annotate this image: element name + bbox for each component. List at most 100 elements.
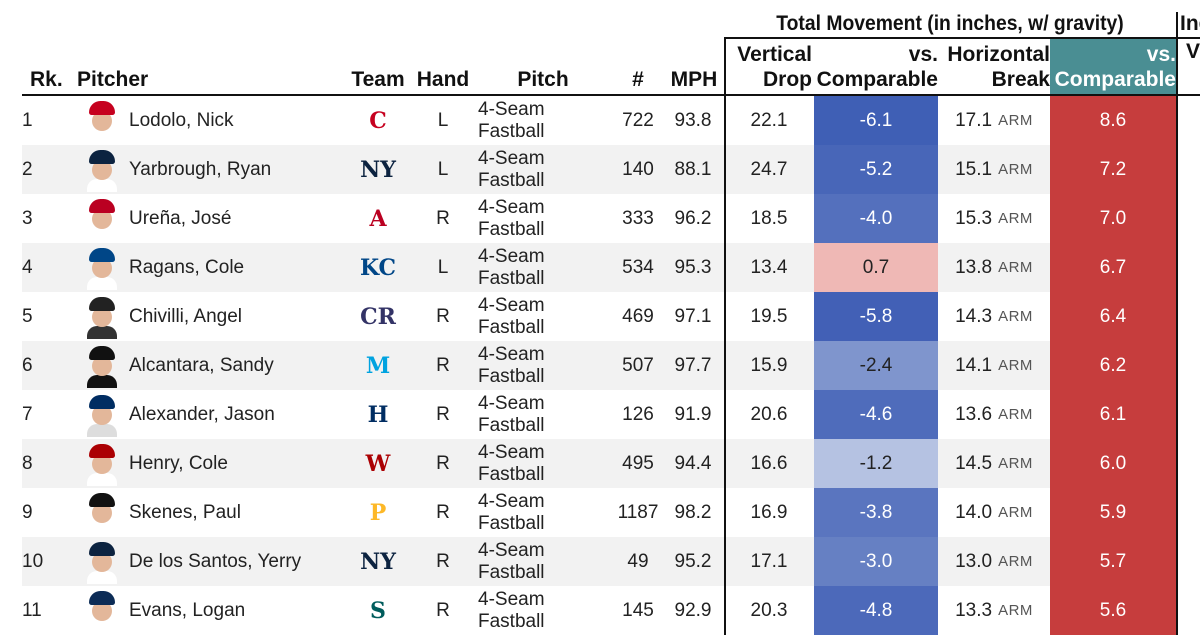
table-row[interactable]: 5 Chivilli, Angel CR R 4-Seam Fastball 4… (0, 292, 1200, 341)
team-logo-cell[interactable]: NY (356, 145, 400, 194)
player-headshot-icon (85, 491, 119, 535)
pitcher-name[interactable]: Ragans, Cole (129, 256, 245, 278)
team-logo-cell[interactable]: C (356, 96, 400, 145)
player-photo[interactable] (82, 488, 122, 537)
team-logo-icon: C (369, 107, 387, 134)
col-header-pitch[interactable]: Pitch (517, 68, 569, 91)
pitcher-name[interactable]: Henry, Cole (129, 452, 228, 474)
row-background-hb (938, 243, 1050, 292)
group-underline (724, 37, 1200, 39)
mph-cell: 97.7 (674, 354, 712, 376)
rank-cell: 2 (22, 158, 33, 180)
col-header-horizontal-break-line1: Horizontal (947, 43, 1050, 66)
team-logo-cell[interactable]: A (356, 194, 400, 243)
player-headshot-icon (85, 393, 119, 437)
arm-side-label: ARM (998, 308, 1033, 325)
horizontal-break-value: 14.5 (955, 452, 993, 474)
team-logo-cell[interactable]: KC (356, 243, 400, 292)
headshot-cap (89, 345, 115, 360)
team-logo-cell[interactable]: NY (356, 537, 400, 586)
vd-vs-comparable-cell: -5.8 (814, 292, 938, 341)
pitcher-name[interactable]: Alexander, Jason (129, 403, 275, 425)
col-header-hb-vs-comparable[interactable]: vs. Comparable (1050, 39, 1176, 95)
col-header-rank[interactable]: Rk. (30, 68, 63, 91)
rank-cell: 3 (22, 207, 33, 229)
count-cell: 49 (627, 550, 649, 572)
pitcher-name[interactable]: Ureña, José (129, 207, 232, 229)
table-row[interactable]: 3 Ureña, José A R 4-Seam Fastball 333 96… (0, 194, 1200, 243)
col-header-vd-vs-line2: Comparable (816, 68, 938, 91)
team-logo-cell[interactable]: CR (356, 292, 400, 341)
team-logo-cell[interactable]: P (356, 488, 400, 537)
hand-cell: R (436, 452, 450, 474)
horizontal-break-cell: 14.1 ARM (938, 341, 1050, 390)
col-header-next[interactable]: V (1178, 39, 1200, 95)
headshot-shirt (87, 276, 117, 290)
player-photo[interactable] (82, 537, 122, 586)
col-header-pitcher[interactable]: Pitcher (77, 68, 149, 91)
headshot-cap (89, 541, 115, 556)
col-header-vd-vs-comparable[interactable]: vs. Comparable (814, 39, 938, 95)
vd-vs-comparable-cell: -5.2 (814, 145, 938, 194)
mph-cell: 95.3 (674, 256, 712, 278)
col-header-hb-vs-line2: Comparable (1054, 68, 1176, 91)
col-header-hand[interactable]: Hand (416, 68, 470, 91)
rank-cell: 10 (22, 550, 44, 572)
pitcher-name[interactable]: Skenes, Paul (129, 501, 241, 523)
headshot-cap (89, 296, 115, 311)
pitcher-name[interactable]: Chivilli, Angel (129, 305, 242, 327)
player-photo[interactable] (82, 439, 122, 488)
table-row[interactable]: 1 Lodolo, Nick C L 4-Seam Fastball 722 9… (0, 96, 1200, 145)
player-photo[interactable] (82, 194, 122, 243)
arm-side-label: ARM (998, 112, 1033, 129)
player-headshot-icon (85, 197, 119, 241)
count-cell: 722 (622, 109, 654, 131)
table-row[interactable]: 7 Alexander, Jason H R 4-Seam Fastball 1… (0, 390, 1200, 439)
headshot-shirt (87, 423, 117, 437)
pitch-cell: 4-Seam Fastball (478, 490, 545, 534)
pitcher-name[interactable]: De los Santos, Yerry (129, 550, 302, 572)
col-header-hb-vs-line1: vs. (1146, 43, 1176, 66)
col-header-mph[interactable]: MPH (670, 68, 718, 91)
table-row[interactable]: 2 Yarbrough, Ryan NY L 4-Seam Fastball 1… (0, 145, 1200, 194)
table-row[interactable]: 8 Henry, Cole W R 4-Seam Fastball 495 94… (0, 439, 1200, 488)
table-row[interactable]: 10 De los Santos, Yerry NY R 4-Seam Fast… (0, 537, 1200, 586)
col-header-team[interactable]: Team (351, 68, 405, 91)
row-background (22, 439, 724, 488)
horizontal-break-value: 15.1 (955, 158, 993, 180)
player-photo[interactable] (82, 96, 122, 145)
player-photo[interactable] (82, 341, 122, 390)
headshot-cap (89, 394, 115, 409)
team-logo-cell[interactable]: M (356, 341, 400, 390)
mph-cell: 97.1 (674, 305, 712, 327)
mph-cell: 93.8 (674, 109, 712, 131)
headshot-cap (89, 198, 115, 213)
pitcher-name[interactable]: Lodolo, Nick (129, 109, 234, 131)
col-header-horizontal-break[interactable]: Horizontal Break (938, 39, 1050, 95)
rank-cell: 8 (22, 452, 33, 474)
player-photo[interactable] (82, 145, 122, 194)
team-logo-cell[interactable]: H (356, 390, 400, 439)
count-cell: 145 (622, 599, 654, 621)
table-row[interactable]: 4 Ragans, Cole KC L 4-Seam Fastball 534 … (0, 243, 1200, 292)
pitcher-name[interactable]: Alcantara, Sandy (129, 354, 274, 376)
player-photo[interactable] (82, 390, 122, 439)
vd-vs-comparable-cell: -4.0 (814, 194, 938, 243)
col-header-count[interactable]: # (632, 68, 644, 91)
table-row[interactable]: 11 Evans, Logan S R 4-Seam Fastball 145 … (0, 586, 1200, 635)
pitcher-name[interactable]: Yarbrough, Ryan (129, 158, 272, 180)
player-photo[interactable] (82, 243, 122, 292)
pitcher-name[interactable]: Evans, Logan (129, 599, 246, 621)
col-header-vertical-drop[interactable]: Vertical Drop (726, 39, 812, 95)
player-photo[interactable] (82, 292, 122, 341)
table-row[interactable]: 9 Skenes, Paul P R 4-Seam Fastball 1187 … (0, 488, 1200, 537)
count-cell: 333 (622, 207, 654, 229)
team-logo-cell[interactable]: W (356, 439, 400, 488)
horizontal-break-value: 13.3 (955, 599, 993, 621)
table-row[interactable]: 6 Alcantara, Sandy M R 4-Seam Fastball 5… (0, 341, 1200, 390)
player-photo[interactable] (82, 586, 122, 635)
horizontal-break-value: 14.3 (955, 305, 993, 327)
header-rule (22, 94, 1200, 96)
team-logo-cell[interactable]: S (356, 586, 400, 635)
vertical-drop-cell: 13.4 (750, 256, 788, 278)
